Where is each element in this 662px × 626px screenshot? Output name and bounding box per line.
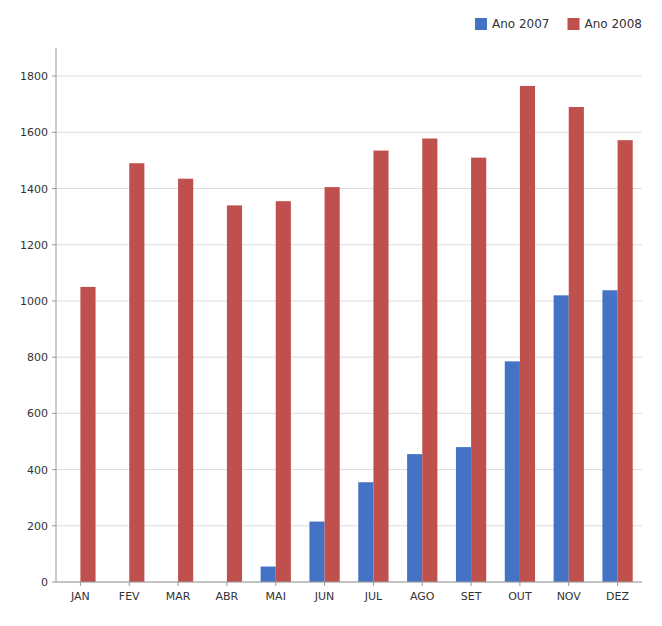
x-tick (178, 582, 179, 586)
grid-line (56, 132, 642, 133)
y-tick-label: 1600 (20, 126, 48, 139)
y-tick (52, 76, 56, 77)
bar (227, 205, 242, 582)
y-tick-label: 200 (27, 520, 48, 533)
y-tick-label: 0 (41, 576, 48, 589)
bar (129, 163, 144, 582)
bar (178, 179, 193, 582)
x-tick-label: AGO (410, 590, 435, 603)
bar (80, 287, 95, 582)
bar (618, 140, 633, 582)
x-tick-label: ABR (216, 590, 239, 603)
y-axis-line (56, 48, 57, 582)
x-tick (80, 582, 81, 586)
legend-item: Ano 2007 (475, 17, 550, 31)
bar (309, 522, 324, 582)
bar (471, 158, 486, 582)
legend-swatch (475, 18, 487, 30)
y-axis: 0 200 400 600 800 1000 1200 1400 1600 1800 (20, 48, 56, 589)
bar (422, 138, 437, 582)
bar (325, 187, 340, 582)
x-tick-label: NOV (557, 590, 582, 603)
x-tick-label: SET (461, 590, 482, 603)
bar (456, 447, 471, 582)
y-tick (52, 469, 56, 470)
grid (56, 76, 642, 582)
legend: Ano 2007 Ano 2008 (475, 17, 642, 31)
y-tick (52, 188, 56, 189)
bar (373, 151, 388, 582)
y-tick (52, 525, 56, 526)
bar (505, 361, 520, 582)
x-tick (275, 582, 276, 586)
x-tick (129, 582, 130, 586)
bar (407, 454, 422, 582)
x-axis-line (56, 582, 642, 583)
x-tick (422, 582, 423, 586)
x-tick-label: JUL (364, 590, 383, 603)
y-tick (52, 300, 56, 301)
y-tick (52, 413, 56, 414)
bar (358, 482, 373, 582)
x-tick-label: MAR (166, 590, 191, 603)
y-tick-label: 1800 (20, 70, 48, 83)
x-tick (519, 582, 520, 586)
x-axis: JAN FEV MAR ABR MAI JUN JUL AGO SET OUT NOV DEZ (56, 582, 642, 603)
bars (80, 86, 632, 582)
x-tick-label: FEV (119, 590, 140, 603)
legend-label: Ano 2007 (492, 17, 550, 31)
y-tick (52, 582, 56, 583)
x-tick (373, 582, 374, 586)
x-tick-label: MAI (266, 590, 286, 603)
x-tick-label: JUN (314, 590, 335, 603)
legend-label: Ano 2008 (584, 17, 642, 31)
y-tick-label: 1400 (20, 183, 48, 196)
bar (520, 86, 535, 582)
bar (261, 567, 276, 582)
y-tick (52, 357, 56, 358)
bar (554, 295, 569, 582)
x-tick (568, 582, 569, 586)
legend-swatch (567, 18, 579, 30)
grid-line (56, 76, 642, 77)
y-tick-label: 400 (27, 464, 48, 477)
y-tick (52, 132, 56, 133)
grid-line (56, 582, 642, 583)
chart-container: 0 200 400 600 800 1000 1200 1400 1600 1800 JAN FEV M… (0, 0, 662, 626)
bar (602, 290, 617, 582)
x-tick-label: JAN (70, 590, 90, 603)
x-tick-label: DEZ (606, 590, 629, 603)
y-tick-label: 1000 (20, 295, 48, 308)
x-tick-label: OUT (508, 590, 532, 603)
x-tick (226, 582, 227, 586)
legend-item: Ano 2008 (567, 17, 642, 31)
bar (276, 201, 291, 582)
x-tick (471, 582, 472, 586)
y-tick-label: 1200 (20, 239, 48, 252)
y-tick-label: 800 (27, 351, 48, 364)
x-tick (324, 582, 325, 586)
x-tick (617, 582, 618, 586)
bar (569, 107, 584, 582)
chart-svg: 0 200 400 600 800 1000 1200 1400 1600 1800 JAN FEV M… (0, 0, 662, 626)
y-tick (52, 244, 56, 245)
y-tick-label: 600 (27, 407, 48, 420)
